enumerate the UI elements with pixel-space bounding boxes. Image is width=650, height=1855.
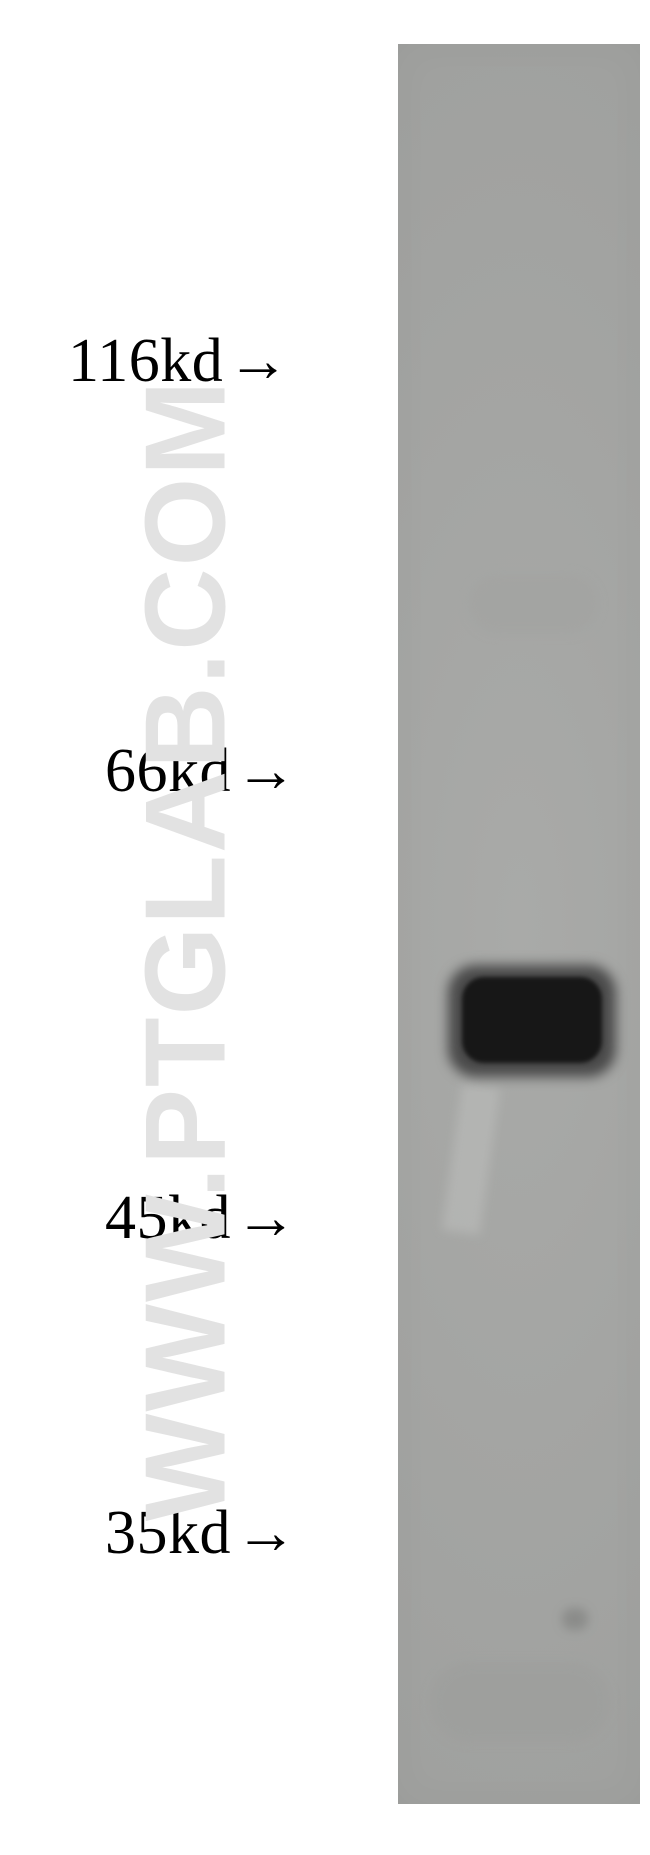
- figure-canvas: 116kd→66kd→45kd→35kd→ WWW.PTGLAB.COM: [0, 0, 650, 1855]
- protein-band-core: [462, 977, 602, 1063]
- blot-lane: [398, 44, 640, 1804]
- mw-marker: 45kd→: [105, 1183, 297, 1254]
- mw-marker-label: 116kd: [68, 326, 223, 397]
- mw-marker: 35kd→: [105, 1498, 297, 1569]
- arrow-icon: →: [227, 326, 289, 397]
- lane-smudge: [562, 1608, 588, 1630]
- mw-marker: 116kd→: [68, 326, 289, 397]
- arrow-icon: →: [235, 736, 297, 807]
- arrow-icon: →: [235, 1183, 297, 1254]
- mw-marker: 66kd→: [105, 736, 297, 807]
- arrow-icon: →: [235, 1498, 297, 1569]
- mw-marker-label: 45kd: [105, 1183, 231, 1254]
- mw-marker-label: 35kd: [105, 1498, 231, 1569]
- lane-smudge: [430, 1662, 610, 1742]
- lane-smudge: [468, 574, 598, 634]
- watermark-text: WWW.PTGLAB.COM: [121, 379, 252, 1521]
- mw-marker-label: 66kd: [105, 736, 231, 807]
